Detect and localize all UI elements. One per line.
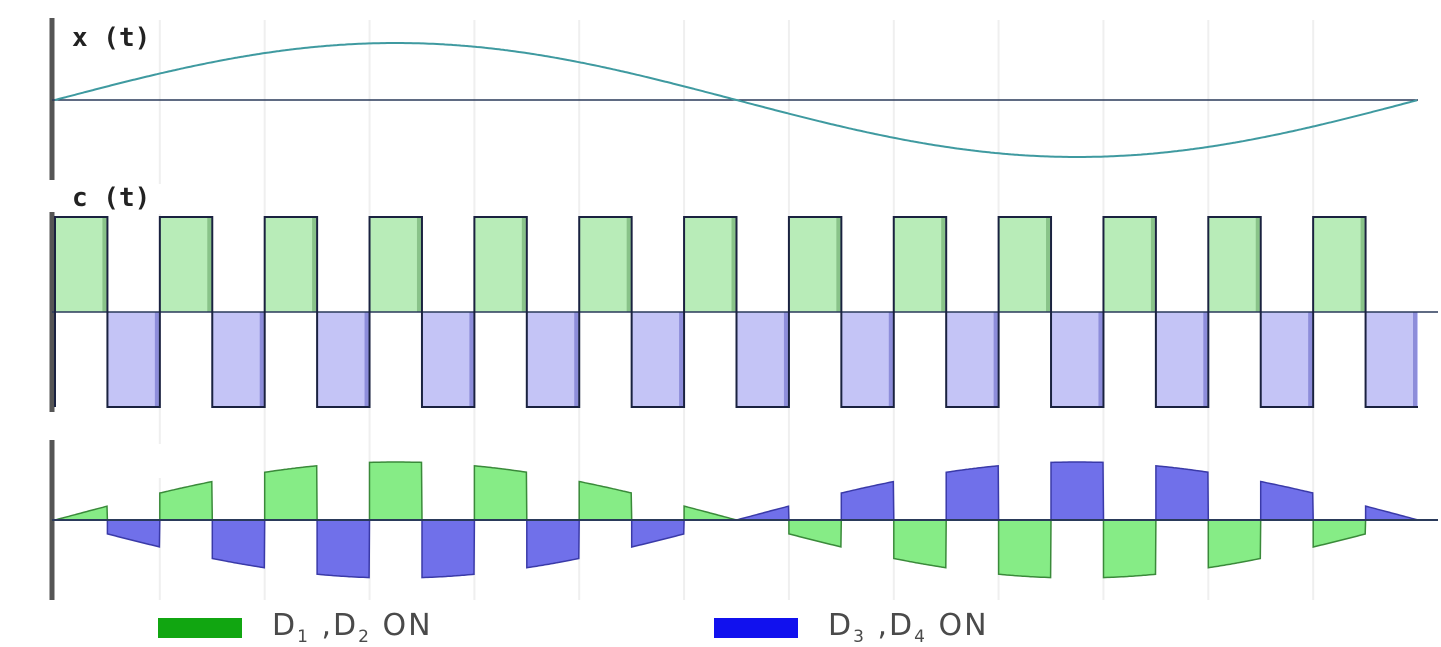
- output-segment-d1-d2: [893, 519, 947, 569]
- output-segment-d3-d4: [1050, 461, 1105, 521]
- carrier-low-fill: [736, 312, 789, 407]
- carrier-low-fill: [526, 312, 580, 407]
- c-label-background: [62, 184, 240, 214]
- c-carrier-fills: [55, 217, 1418, 407]
- carrier-low-fill: [107, 312, 160, 407]
- output-segment-d3-d4: [211, 519, 266, 569]
- output-segment-d1-d2: [54, 505, 109, 521]
- carrier-low-fill: [946, 312, 999, 407]
- panel-c: c (t): [49, 183, 1438, 412]
- output-segment-d1-d2: [1207, 519, 1262, 569]
- output-segment-d1-d2: [1102, 519, 1157, 579]
- output-segment-d3-d4: [736, 505, 790, 521]
- carrier-low-fill: [212, 312, 265, 407]
- output-segment-d3-d4: [316, 519, 371, 579]
- carrier-low-fill: [1365, 312, 1418, 407]
- legend-label-d3-d4: D3 ,D4 ON: [828, 608, 989, 647]
- carrier-high-fill: [159, 217, 213, 312]
- carrier-high-fill: [998, 217, 1052, 312]
- carrier-high-fill: [684, 217, 737, 312]
- carrier-high-fill: [55, 217, 108, 312]
- legend-swatch-green: [158, 617, 242, 638]
- output-label-background: [62, 444, 192, 478]
- carrier-high-fill: [474, 217, 527, 312]
- modulation-diagram: x (t) c (t): [49, 18, 1438, 600]
- c-square-wave: [54, 216, 1418, 408]
- carrier-high-fill: [893, 217, 947, 312]
- carrier-low-fill: [841, 312, 894, 407]
- carrier-low-fill: [1051, 312, 1104, 407]
- carrier-low-fill: [1260, 312, 1314, 407]
- output-segment-d3-d4: [1259, 480, 1314, 521]
- legend-item-d3-d4: D3 ,D4 ON: [714, 608, 989, 647]
- carrier-high-fill: [1103, 217, 1156, 312]
- output-segment-d3-d4: [421, 519, 476, 579]
- carrier-high-fill: [264, 217, 318, 312]
- output-segment-d1-d2: [263, 464, 318, 521]
- legend-item-d1-d2: D1 ,D2 ON: [158, 608, 433, 647]
- output-segment-d1-d2: [368, 461, 423, 521]
- carrier-low-fill: [317, 312, 370, 407]
- carrier-high-fill: [1313, 217, 1366, 312]
- legend-label-d1-d2: D1 ,D2 ON: [272, 608, 433, 647]
- carrier-high-fill: [369, 217, 422, 312]
- x-sine-curve: [54, 42, 1418, 158]
- output-segment-d1-d2: [997, 519, 1052, 579]
- x-panel-label: x (t): [72, 23, 150, 53]
- carrier-high-fill: [1208, 217, 1261, 312]
- output-segment-d3-d4: [1364, 505, 1419, 521]
- output-segment-d1-d2: [578, 480, 633, 521]
- carrier-low-fill: [631, 312, 685, 407]
- output-segment-d3-d4: [630, 519, 685, 548]
- carrier-high-fill: [579, 217, 632, 312]
- output-segment-d3-d4: [840, 480, 895, 521]
- output-segment-d1-d2: [683, 505, 737, 521]
- legend-swatch-blue: [714, 617, 798, 638]
- carrier-low-fill: [421, 312, 475, 407]
- carrier-high-fill: [788, 217, 842, 312]
- carrier-low-fill: [1155, 312, 1209, 407]
- c-panel-label: c (t): [72, 183, 150, 213]
- output-segment-d1-d2: [788, 519, 843, 548]
- output-segment-d3-d4: [945, 464, 1000, 521]
- output-segment-d3-d4: [1155, 464, 1210, 521]
- output-segment-d3-d4: [526, 519, 580, 569]
- output-segment-d3-d4: [106, 519, 161, 548]
- output-segment-d1-d2: [1312, 519, 1367, 548]
- output-segment-d1-d2: [473, 464, 528, 521]
- panel-output: [49, 440, 1438, 600]
- output-segment-d1-d2: [159, 480, 214, 521]
- legend: D1 ,D2 ON D3 ,D4 ON: [0, 606, 1441, 647]
- panel-x: x (t): [49, 18, 1418, 180]
- output-segments: [54, 461, 1419, 579]
